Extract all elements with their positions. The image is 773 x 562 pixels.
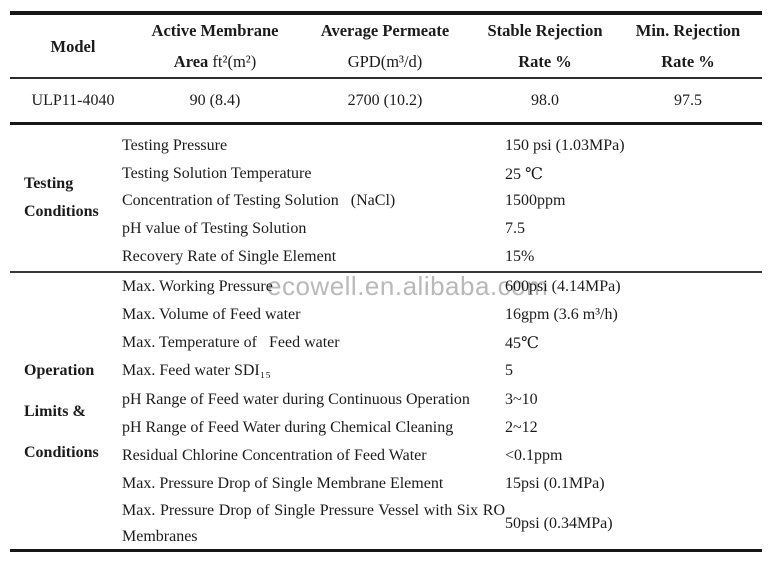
row-ph-value-of-testing-solution: pH value of Testing Solution 7.5 <box>122 215 762 243</box>
row-max-pressure-drop-pressure-vessel: Max. Pressure Drop of Single Pressure Ve… <box>122 498 762 549</box>
header-min-line1: Min. Rejection <box>635 21 741 40</box>
header-permeate-line2-unit: GPD(m³/d) <box>347 52 423 71</box>
testing-conditions-label: Testing Conditions <box>10 125 122 271</box>
param-value: 16gpm (3.6 m³/h) <box>505 306 618 324</box>
header-cell-stable-rejection: Stable Rejection Rate % <box>476 15 614 77</box>
row-max-working-pressure: Max. Working Pressure 600psi (4.14MPa) <box>122 273 762 301</box>
header-cell-min-rejection: Min. Rejection Rate % <box>614 15 762 77</box>
section-testing-conditions: Testing Conditions Testing Pressure 150 … <box>10 125 762 273</box>
row-testing-solution-temperature: Testing Solution Temperature 25 ℃ <box>122 160 762 188</box>
active-membrane-area-value: 90 (8.4) <box>189 91 241 109</box>
header-cell-average-permeate: Average Permeate GPD(m³/d) <box>294 15 476 77</box>
row-max-temperature-feed-water: Max. Temperature of Feed water 45℃ <box>122 329 762 357</box>
testing-label-line1: Testing <box>24 175 74 192</box>
header-model-label: Model <box>50 36 96 56</box>
header-area-line2: Area ft²(m²) <box>136 46 294 77</box>
row-ph-range-continuous-operation: pH Range of Feed water during Continuous… <box>122 386 762 414</box>
testing-conditions-rows: Testing Pressure 150 psi (1.03MPa) Testi… <box>122 125 762 271</box>
param-label: Testing Pressure <box>122 136 228 154</box>
param-label: pH value of Testing Solution <box>122 220 307 238</box>
param-value: 3~10 <box>505 390 538 408</box>
row-recovery-rate-single-element: Recovery Rate of Single Element 15% <box>122 243 762 271</box>
param-label: Recovery Rate of Single Element <box>122 248 337 266</box>
param-value: 15psi (0.1MPa) <box>505 474 605 492</box>
param-label: Concentration of Testing Solution (NaCl) <box>122 192 396 210</box>
header-area-line1: Active Membrane <box>151 21 279 40</box>
operation-label-line3: Conditions <box>24 443 99 461</box>
header-cell-active-membrane-area: Active Membrane Area ft²(m²) <box>136 15 294 77</box>
param-label: Testing Solution Temperature <box>122 164 312 182</box>
param-value: 2~12 <box>505 418 538 436</box>
param-label: Max. Pressure Drop of Single Membrane El… <box>122 474 444 492</box>
operation-limits-rows: Max. Working Pressure 600psi (4.14MPa) M… <box>122 273 762 549</box>
param-label: Max. Pressure Drop of Single Pressure Ve… <box>122 501 505 545</box>
operation-limits-label: Operation Limits & Conditions <box>10 273 122 549</box>
model-value: ULP11-4040 <box>31 91 115 109</box>
param-label: Residual Chlorine Concentration of Feed … <box>122 446 427 464</box>
header-area-line2-unit: ft²(m²) <box>208 52 257 71</box>
param-value: 1500ppm <box>505 192 566 210</box>
param-label: Max. Temperature of Feed water <box>122 334 340 352</box>
row-ph-range-chemical-cleaning: pH Range of Feed Water during Chemical C… <box>122 414 762 442</box>
param-value: 7.5 <box>505 220 525 238</box>
row-residual-chlorine-concentration: Residual Chlorine Concentration of Feed … <box>122 442 762 470</box>
param-value: 5 <box>505 362 513 380</box>
operation-label-line2: Limits & <box>24 402 86 420</box>
header-cell-model: Model <box>10 15 136 77</box>
param-label: pH Range of Feed Water during Chemical C… <box>122 418 454 436</box>
header-stable-line1: Stable Rejection <box>487 21 603 40</box>
operation-label-line1: Operation <box>24 361 95 379</box>
stable-rejection-rate-value: 98.0 <box>531 91 559 109</box>
header-area-line2-bold: Area <box>173 52 209 71</box>
param-value: 150 psi (1.03MPa) <box>505 136 625 154</box>
header-permeate-line1: Average Permeate <box>320 21 450 40</box>
param-value: 45℃ <box>505 335 539 353</box>
param-value: 600psi (4.14MPa) <box>505 278 621 296</box>
param-value: <0.1ppm <box>505 446 563 464</box>
param-label: Max. Feed water SDI₁₅ <box>122 362 271 380</box>
row-max-feed-water-sdi: Max. Feed water SDI₁₅ 5 <box>122 357 762 385</box>
watermark-text: ecowell.en.alibaba.com <box>267 271 549 301</box>
row-max-volume-feed-water: Max. Volume of Feed water 16gpm (3.6 m³/… <box>122 301 762 329</box>
param-value: 25 ℃ <box>505 165 543 183</box>
param-value: 15% <box>505 248 535 266</box>
param-value: 50psi (0.34MPa) <box>505 514 613 532</box>
section-operation-limits: Operation Limits & Conditions Max. Worki… <box>10 273 762 552</box>
param-label: Max. Working Pressure <box>122 278 273 296</box>
header-min-line2: Rate % <box>661 52 715 71</box>
param-label: pH Range of Feed water during Continuous… <box>122 390 470 408</box>
row-testing-pressure: Testing Pressure 150 psi (1.03MPa) <box>122 132 762 160</box>
spec-header-row: Model Active Membrane Area ft²(m²) Avera… <box>10 11 762 79</box>
testing-label-line2: Conditions <box>24 203 99 220</box>
spec-data-row: ULP11-4040 90 (8.4) 2700 (10.2) 98.0 97.… <box>10 79 762 125</box>
average-permeate-value: 2700 (10.2) <box>347 91 423 109</box>
header-stable-line2: Rate % <box>518 52 572 71</box>
row-concentration-of-testing-solution: Concentration of Testing Solution (NaCl)… <box>122 188 762 216</box>
min-rejection-rate-value: 97.5 <box>674 91 702 109</box>
param-label: Max. Volume of Feed water <box>122 306 301 324</box>
row-max-pressure-drop-membrane-element: Max. Pressure Drop of Single Membrane El… <box>122 470 762 498</box>
spec-table: Model Active Membrane Area ft²(m²) Avera… <box>10 11 762 552</box>
